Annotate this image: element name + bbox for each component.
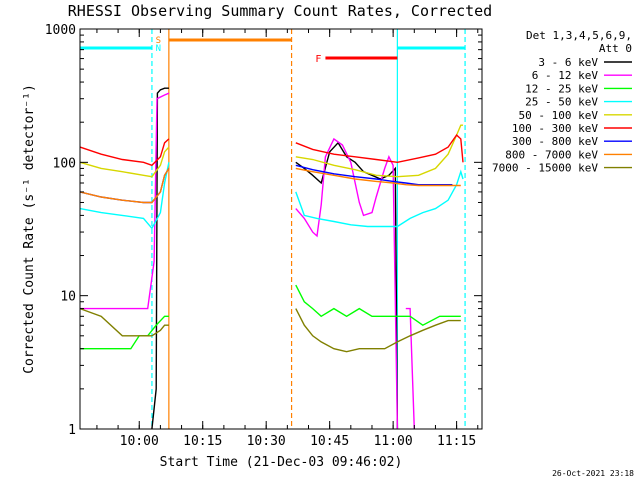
x-axis-label: Start Time (21-Dec-03 09:46:02) [160, 455, 403, 470]
series-line-0 [151, 87, 169, 430]
series-line-8 [295, 308, 461, 353]
chart-title: RHESSI Observing Summary Count Rates, Co… [68, 2, 492, 20]
legend-label: 50 - 100 keV [519, 109, 599, 122]
legend-label: 12 - 25 keV [525, 82, 598, 95]
series-line-2 [295, 284, 461, 327]
legend-header-line-2: Att 0 [599, 42, 632, 55]
series-line-4 [295, 124, 463, 178]
series-line-7 [79, 168, 170, 204]
series-line-1 [80, 92, 170, 310]
y-tick-label: 1 [68, 423, 76, 438]
series-line-1 [295, 137, 399, 430]
legend-label: 25 - 50 keV [525, 96, 598, 109]
y-tick-label: 1000 [45, 23, 76, 38]
series-line-5 [295, 134, 464, 164]
flag-letter: N [156, 44, 161, 54]
x-tick-label: 10:15 [183, 434, 222, 449]
x-tick-label: 10:00 [120, 434, 159, 449]
plot-frame [79, 28, 483, 430]
y-axis-label: Corrected Count Rate (s⁻¹ detector⁻¹) [22, 84, 37, 374]
x-tick-label: 11:00 [374, 434, 413, 449]
series-line-1 [405, 307, 415, 430]
flag-letter: S [156, 36, 161, 46]
series-line-8 [79, 307, 169, 337]
legend-label: 100 - 300 keV [512, 122, 598, 135]
x-tick-label: 10:30 [247, 434, 286, 449]
legend-label: 6 - 12 keV [532, 69, 599, 82]
footer-timestamp: 26-Oct-2021 23:18 [552, 469, 634, 478]
series-line-5 [79, 138, 170, 167]
series-line-7 [295, 167, 461, 187]
y-tick-label: 10 [60, 290, 76, 305]
legend-label: 800 - 7000 keV [505, 148, 598, 161]
legend-label: 300 - 800 keV [512, 135, 598, 148]
y-tick-label: 100 [53, 156, 76, 171]
series-line-2 [80, 315, 169, 350]
series-line-3 [295, 169, 464, 228]
x-tick-label: 11:15 [437, 434, 476, 449]
legend-header-line-1: Det 1,3,4,5,6,9, [526, 29, 632, 42]
legend-label: 7000 - 15000 keV [492, 162, 598, 175]
series-line-6 [295, 164, 453, 186]
series-line-4 [79, 146, 170, 178]
legend-label: 3 - 6 keV [538, 56, 598, 69]
flag-bar-label: F [315, 54, 321, 65]
series-line-0 [295, 141, 399, 430]
series-line-3 [79, 162, 170, 230]
x-tick-label: 10:45 [310, 434, 349, 449]
